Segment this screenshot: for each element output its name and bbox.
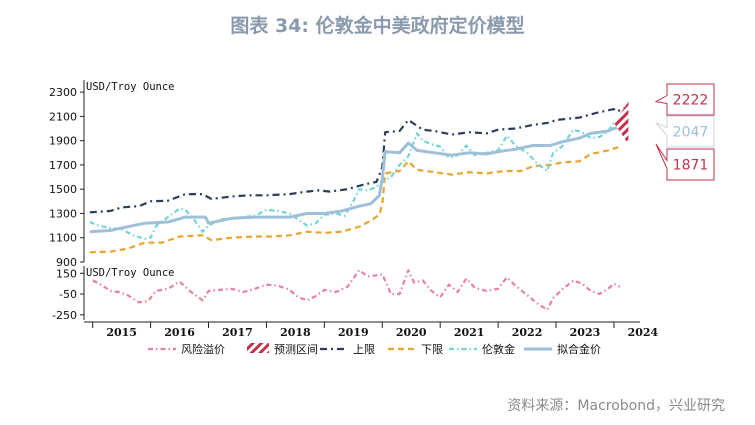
series-line-拟合金价 <box>89 124 626 234</box>
x-tick-label: 2020 <box>396 326 427 339</box>
y-tick-label: 1300 <box>49 207 77 220</box>
legend-label: 伦敦金 <box>482 342 515 356</box>
y-tick-label: 1500 <box>49 183 77 196</box>
unit-label: USD/Troy Ounce <box>86 81 175 93</box>
callouts: 2222 2047 1871 <box>654 83 715 181</box>
legend-label: 拟合金价 <box>557 342 601 356</box>
y-tick-label: 2300 <box>49 86 77 99</box>
lower-chart-panel: USD/Troy Ounce 150 -50 -250 <box>52 266 621 322</box>
x-tick-label: 2021 <box>454 326 485 339</box>
callout-box <box>655 115 715 148</box>
legend-label: 上限 <box>353 343 375 356</box>
callout-box <box>655 143 715 181</box>
x-tick-label: 2023 <box>570 326 601 339</box>
legend-label: 预测区间 <box>274 343 318 356</box>
series-line-伦敦金 <box>89 121 626 240</box>
y-tick-label: 1700 <box>49 159 77 172</box>
callout-value: 2222 <box>673 93 709 109</box>
x-axis: 2015 2016 2017 2018 2019 2020 2021 2022 2023 2024 <box>84 321 659 339</box>
upper-chart-panel: USD/Troy Ounce 900 1100 1300 1500 1700 1900 210… <box>49 80 629 269</box>
y-tick-label: -50 <box>59 288 77 301</box>
x-tick-label: 2022 <box>512 326 543 339</box>
legend-label: 风险溢价 <box>181 342 225 356</box>
y-tick-label: 2100 <box>49 110 77 123</box>
legend-swatch-forecast <box>247 343 269 353</box>
y-tick-label: -250 <box>52 309 77 322</box>
x-tick-label: 2015 <box>106 326 137 339</box>
y-tick-label: 1100 <box>49 232 77 245</box>
y-tick-label: 1900 <box>49 135 77 148</box>
x-tick-label: 2016 <box>164 326 195 339</box>
series-line-上限 <box>89 106 626 214</box>
series-line-下限 <box>89 145 621 254</box>
y-tick-label: 150 <box>56 267 77 280</box>
unit-label: USD/Troy Ounce <box>86 267 175 279</box>
y-tick-label: 900 <box>56 256 77 269</box>
x-tick-label: 2017 <box>222 326 253 339</box>
legend-label: 下限 <box>421 343 443 356</box>
legend: 风险溢价 预测区间 上限 下限 伦敦金 拟合金价 <box>148 342 601 356</box>
chart-title: 图表 34: 伦敦金中美政府定价模型 <box>230 15 525 37</box>
callout-value: 2047 <box>673 125 709 141</box>
source-note: 资料来源：Macrobond，兴业研究 <box>507 398 725 414</box>
callout-box <box>654 83 715 116</box>
x-tick-label: 2019 <box>338 326 369 339</box>
x-tick-label: 2018 <box>280 326 311 339</box>
callout-value: 1871 <box>673 158 709 174</box>
forecast-band <box>613 101 629 145</box>
series-line-风险溢价 <box>92 269 621 311</box>
x-tick-label: 2024 <box>628 326 659 339</box>
